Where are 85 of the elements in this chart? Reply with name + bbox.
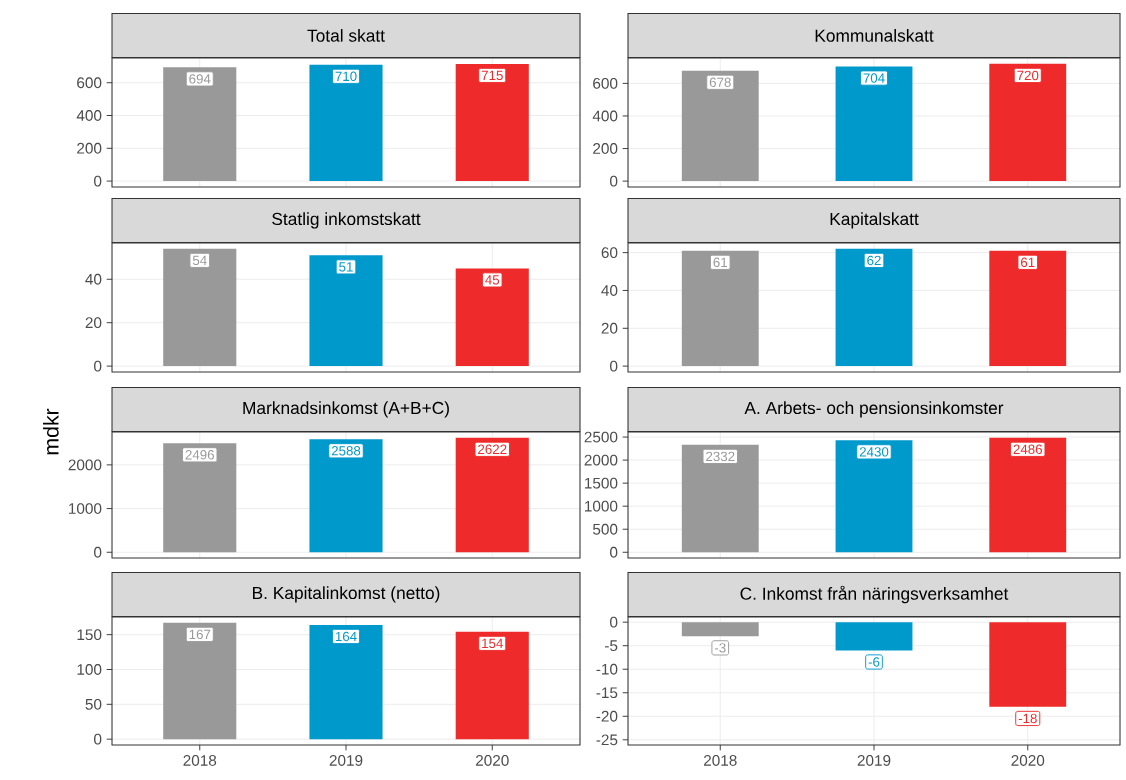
- y-tick-label: 2000: [584, 454, 618, 466]
- bar: [989, 63, 1067, 182]
- y-tick-label: 100: [77, 664, 102, 675]
- bar: [835, 440, 913, 553]
- data-label: 678: [709, 77, 731, 87]
- y-axis-title: mdkr: [43, 408, 59, 455]
- bar: [455, 631, 529, 740]
- x-tick-label: 2018: [703, 755, 737, 766]
- x-tick-label: 2020: [475, 755, 509, 766]
- data-label: -6: [868, 657, 880, 667]
- data-label: 164: [335, 631, 357, 642]
- chart-title: C. Inkomst från näringsverksamhet: [740, 585, 1009, 604]
- chart-title: Kapitalskatt: [830, 212, 919, 229]
- data-label: 2588: [331, 446, 361, 456]
- y-tick-label: 0: [610, 616, 618, 628]
- y-tick-label: 0: [610, 360, 618, 372]
- data-label: 61: [1021, 257, 1035, 268]
- y-tick-label: -10: [596, 663, 618, 675]
- y-tick-label: 2500: [584, 431, 618, 443]
- data-label: 2430: [859, 447, 889, 457]
- y-tick-label: 1000: [69, 503, 102, 514]
- chart-title: Marknadsinkomst (A+B+C): [243, 401, 449, 418]
- x-tick-label: 2019: [857, 755, 891, 766]
- data-label: 154: [482, 638, 503, 649]
- bar: [163, 622, 237, 740]
- chart-title: A. Arbets- och pensionsinkomster: [744, 401, 1004, 418]
- chart-title: Kommunalskatt: [815, 29, 934, 42]
- data-label: 710: [335, 71, 357, 81]
- bar: [835, 66, 913, 182]
- bar: [681, 70, 759, 182]
- bar: [163, 248, 237, 367]
- y-tick-label: -5: [605, 640, 618, 652]
- data-label: 715: [481, 70, 503, 81]
- data-label: 694: [189, 74, 211, 84]
- y-tick-label: 60: [601, 247, 618, 259]
- data-label: 720: [1017, 70, 1039, 81]
- x-tick-label: 2018: [183, 755, 217, 766]
- x-tick-label: 2019: [329, 755, 363, 766]
- data-label: 62: [867, 255, 881, 266]
- chart-title: B. Kapitalinkomst (netto): [253, 586, 440, 603]
- y-tick-label: 1500: [585, 477, 618, 489]
- bar: [681, 444, 759, 553]
- data-label: 2496: [185, 450, 214, 460]
- y-tick-label: 0: [610, 546, 618, 558]
- data-label: 54: [192, 255, 207, 266]
- y-tick-label: 500: [592, 523, 618, 535]
- data-label: 704: [863, 73, 885, 83]
- y-tick-label: 0: [94, 360, 102, 372]
- bar: [309, 255, 383, 367]
- y-tick-label: 0: [610, 175, 618, 187]
- y-tick-label: 50: [85, 698, 102, 710]
- bar: [455, 268, 529, 367]
- y-tick-label: 40: [85, 273, 102, 285]
- data-label: 51: [339, 262, 353, 272]
- y-tick-label: 600: [593, 77, 618, 89]
- y-tick-label: -25: [596, 734, 618, 746]
- data-label: 45: [485, 275, 500, 285]
- data-label: -3: [714, 643, 726, 653]
- data-label: 2486: [1013, 444, 1043, 454]
- data-label: 2332: [706, 451, 735, 462]
- data-label: -18: [1018, 713, 1037, 724]
- y-tick-label: 1000: [585, 500, 618, 512]
- y-tick-label: 40: [601, 285, 618, 296]
- chart-title: Total skatt: [307, 29, 385, 42]
- y-tick-label: 0: [94, 546, 102, 558]
- bar: [309, 624, 383, 740]
- y-tick-label: 400: [76, 110, 102, 121]
- y-tick-label: 200: [593, 143, 618, 154]
- y-tick-label: 2000: [68, 459, 102, 471]
- data-label: 2622: [478, 444, 507, 455]
- data-label: 61: [713, 257, 728, 268]
- y-tick-label: 150: [77, 629, 102, 641]
- y-tick-label: 0: [94, 175, 102, 187]
- y-tick-label: 200: [77, 142, 102, 154]
- y-tick-label: 600: [77, 77, 102, 89]
- y-tick-label: 0: [94, 733, 102, 745]
- data-label: 167: [189, 629, 211, 640]
- x-tick-label: 2020: [1011, 755, 1045, 766]
- y-tick-label: 20: [601, 322, 618, 334]
- y-tick-label: 20: [85, 317, 102, 329]
- chart-title: Statlig inkomstskatt: [272, 212, 421, 229]
- y-tick-label: 400: [592, 110, 618, 122]
- y-tick-label: -15: [596, 687, 618, 699]
- bar: [989, 437, 1067, 553]
- y-tick-label: -20: [596, 710, 618, 722]
